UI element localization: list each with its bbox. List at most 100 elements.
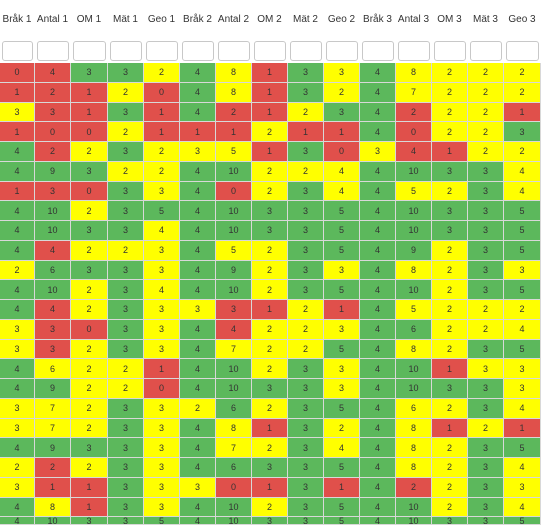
column-header-brak-2[interactable]: Bråk 2 [180,0,216,39]
grid-cell[interactable]: 2 [432,181,468,202]
grid-cell[interactable]: 0 [324,142,360,162]
grid-cell[interactable]: 4 [180,438,216,458]
column-header-mat-1[interactable]: Mät 1 [108,0,144,39]
grid-cell[interactable]: 3 [108,477,144,498]
grid-cell[interactable]: 4 [360,82,396,103]
grid-cell[interactable]: 4 [180,379,216,399]
grid-cell[interactable]: 10 [396,280,432,300]
grid-cell[interactable]: 1 [71,102,108,123]
grid-cell[interactable]: 3 [252,201,288,221]
grid-cell[interactable]: 3 [324,319,360,340]
grid-cell[interactable]: 2 [288,300,324,320]
grid-cell[interactable]: 2 [432,240,468,261]
grid-cell[interactable]: 4 [396,142,432,162]
grid-cell[interactable]: 3 [35,339,71,360]
grid-cell[interactable]: 4 [504,319,541,340]
grid-cell[interactable]: 4 [360,379,396,399]
grid-cell[interactable]: 3 [108,201,144,221]
grid-cell[interactable]: 2 [71,240,108,261]
grid-cell[interactable]: 5 [504,516,541,526]
grid-cell[interactable]: 2 [108,359,144,379]
grid-cell[interactable]: 1 [324,122,360,142]
grid-cell[interactable]: 3 [144,300,180,320]
grid-cell[interactable]: 2 [432,339,468,360]
grid-cell[interactable]: 3 [432,379,468,399]
grid-cell[interactable]: 8 [396,63,432,83]
grid-cell[interactable]: 3 [288,477,324,498]
grid-cell[interactable]: 2 [468,122,504,142]
grid-cell[interactable]: 3 [180,477,216,498]
grid-cell[interactable]: 3 [144,438,180,458]
grid-cell[interactable]: 3 [108,300,144,320]
grid-cell[interactable]: 4 [180,161,216,182]
grid-cell[interactable]: 4 [360,477,396,498]
grid-cell[interactable]: 2 [71,142,108,162]
grid-cell[interactable]: 3 [71,260,108,281]
column-header-antal-3[interactable]: Antal 3 [396,0,432,39]
grid-cell[interactable]: 3 [288,221,324,241]
grid-cell[interactable]: 9 [35,379,71,399]
grid-cell[interactable]: 3 [0,398,35,419]
grid-cell[interactable]: 5 [324,458,360,478]
grid-cell[interactable]: 3 [324,260,360,281]
grid-cell[interactable]: 3 [432,201,468,221]
grid-cell[interactable]: 10 [35,201,71,221]
grid-cell[interactable]: 1 [0,122,35,142]
grid-cell[interactable]: 3 [468,280,504,300]
grid-cell[interactable]: 1 [432,142,468,162]
grid-cell[interactable]: 1 [504,418,541,439]
grid-cell[interactable]: 2 [252,260,288,281]
grid-cell[interactable]: 1 [288,122,324,142]
grid-cell[interactable]: 1 [216,122,252,142]
grid-cell[interactable]: 4 [0,438,35,458]
column-header-mat-3[interactable]: Mät 3 [468,0,504,39]
grid-cell[interactable]: 4 [0,221,35,241]
grid-cell[interactable]: 4 [360,63,396,83]
grid-cell[interactable]: 1 [252,477,288,498]
grid-cell[interactable]: 3 [468,458,504,478]
grid-cell[interactable]: 3 [108,458,144,478]
grid-cell[interactable]: 1 [324,477,360,498]
grid-cell[interactable]: 3 [288,82,324,103]
grid-cell[interactable]: 2 [324,418,360,439]
grid-cell[interactable]: 2 [396,102,432,123]
grid-cell[interactable]: 4 [180,102,216,123]
grid-cell[interactable]: 0 [71,122,108,142]
grid-cell[interactable]: 4 [180,359,216,379]
grid-cell[interactable]: 2 [71,280,108,300]
grid-cell[interactable]: 3 [432,221,468,241]
grid-cell[interactable]: 2 [288,339,324,360]
grid-cell[interactable]: 8 [396,438,432,458]
grid-cell[interactable]: 6 [216,458,252,478]
grid-cell[interactable]: 10 [396,516,432,526]
grid-cell[interactable]: 3 [288,63,324,83]
grid-cell[interactable]: 3 [324,63,360,83]
grid-cell[interactable]: 3 [108,181,144,202]
grid-cell[interactable]: 4 [360,458,396,478]
grid-cell[interactable]: 4 [180,458,216,478]
filter-input-brak-2[interactable] [182,41,214,61]
grid-cell[interactable]: 10 [216,497,252,518]
grid-cell[interactable]: 2 [324,82,360,103]
grid-cell[interactable]: 3 [71,63,108,83]
grid-cell[interactable]: 2 [396,477,432,498]
grid-cell[interactable]: 2 [108,122,144,142]
grid-cell[interactable]: 5 [504,221,541,241]
column-header-om-2[interactable]: OM 2 [252,0,288,39]
grid-cell[interactable]: 3 [0,418,35,439]
grid-cell[interactable]: 3 [432,516,468,526]
grid-cell[interactable]: 6 [396,319,432,340]
grid-cell[interactable]: 4 [0,379,35,399]
grid-cell[interactable]: 4 [0,497,35,518]
grid-cell[interactable]: 3 [252,379,288,399]
grid-cell[interactable]: 5 [324,516,360,526]
grid-cell[interactable]: 8 [216,418,252,439]
grid-cell[interactable]: 3 [108,418,144,439]
grid-cell[interactable]: 3 [71,221,108,241]
grid-cell[interactable]: 4 [180,516,216,526]
column-header-brak-3[interactable]: Bråk 3 [360,0,396,39]
grid-cell[interactable]: 3 [288,398,324,419]
grid-cell[interactable]: 3 [108,142,144,162]
grid-cell[interactable]: 1 [71,82,108,103]
grid-cell[interactable]: 3 [144,181,180,202]
